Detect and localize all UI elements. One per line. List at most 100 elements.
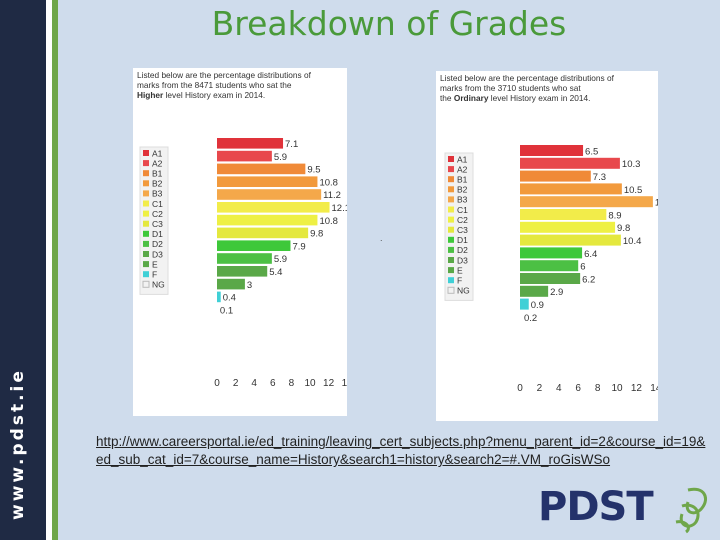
legend-label-a1: A1 [152, 148, 163, 158]
chart-panel-ordinary: Listed below are the percentage distribu… [436, 71, 673, 421]
legend-label-b2: B2 [152, 179, 163, 189]
bar-a2 [217, 150, 272, 162]
legend-label-c2: C2 [457, 215, 468, 225]
legend-label-d2: D2 [457, 245, 468, 255]
legend-swatch-e [448, 267, 454, 274]
bar-f [520, 298, 529, 310]
legend-label-f: F [152, 270, 157, 280]
x-tick-label: 12 [631, 383, 643, 394]
legend-label-c1: C1 [457, 205, 468, 215]
source-link[interactable]: http://www.careersportal.ie/ed_training/… [96, 434, 706, 467]
bar-value-label: 9.5 [307, 165, 320, 176]
legend-swatch-b2 [143, 180, 149, 187]
bar-value-label: 6.5 [585, 146, 598, 157]
bar-value-label: 2.9 [550, 287, 563, 298]
bar-value-label: 0.2 [524, 313, 537, 324]
bar-b3 [520, 196, 653, 208]
bar-b1 [520, 170, 591, 182]
desc-line-2: marks from the 3710 students who sat [440, 83, 581, 93]
bar-value-label: 10.5 [624, 185, 643, 196]
legend-label-a2: A2 [152, 158, 163, 168]
bar-value-label: 11.2 [323, 190, 341, 201]
bar-c1 [520, 209, 607, 220]
legend-swatch-b1 [143, 170, 149, 177]
x-tick-label: 12 [323, 378, 335, 389]
bar-d3 [217, 266, 268, 277]
legend-swatch-d2 [448, 246, 454, 253]
bar-value-label: 3 [247, 280, 252, 291]
legend-swatch-d3 [143, 251, 149, 257]
desc-line-2: marks from the 8471 students who sat the [137, 80, 292, 90]
legend-label-c3: C3 [457, 225, 468, 235]
bar-a1 [217, 138, 284, 149]
legend-swatch-c1 [448, 206, 454, 213]
legend-label-ng: NG [152, 280, 165, 290]
bar-value-label: 7.9 [292, 241, 305, 252]
logo-text: PDST [538, 484, 654, 530]
desc-bold: Ordinary [453, 93, 489, 103]
legend-swatch-d1 [448, 236, 454, 243]
bar-value-label: 5.9 [274, 254, 287, 265]
bar-b2 [520, 183, 622, 195]
legend-swatch-f [448, 277, 454, 284]
bar-value-label: 10.4 [623, 236, 642, 247]
bar-e [217, 278, 245, 290]
x-tick-label: 8 [595, 383, 601, 394]
legend-swatch-b3 [143, 190, 149, 197]
desc-line-1: Listed below are the percentage distribu… [440, 73, 614, 83]
bar-d1 [520, 247, 583, 259]
x-tick-label: 0 [214, 378, 220, 389]
desc-line-4: level History exam in 2014. [490, 93, 591, 103]
bar-value-label: 10.8 [319, 177, 338, 188]
bar-value-label: 12.1 [332, 203, 347, 214]
legend-label-ng: NG [457, 286, 470, 296]
legend-label-e: E [457, 265, 463, 275]
legend-swatch-c3 [448, 226, 454, 233]
x-tick-label: 8 [289, 378, 295, 389]
side-bar: www.pdst.ie [0, 0, 46, 540]
bar-value-label: 8.9 [608, 210, 621, 221]
x-tick-label: 6 [270, 378, 276, 389]
bar-c3 [520, 234, 621, 246]
legend-label-d1: D1 [152, 229, 163, 239]
bar-value-label: 9.8 [310, 229, 323, 240]
legend-label-b2: B2 [457, 185, 468, 195]
x-tick-label: 6 [575, 383, 581, 394]
bar-value-label: 6.2 [582, 274, 595, 285]
bar-b2 [217, 176, 318, 187]
brand-vertical-text: www.pdst.ie [8, 368, 28, 520]
bar-value-label: 7.3 [593, 172, 606, 183]
chart-description: Listed below are the percentage distribu… [440, 73, 614, 103]
legend-swatch-c1 [143, 200, 149, 207]
bar-value-label: 5.4 [269, 267, 282, 278]
bar-value-label: 0.4 [223, 293, 236, 304]
bar-d2 [217, 253, 272, 264]
bar-value-label: 5.9 [274, 152, 287, 163]
legend-label-e: E [152, 259, 158, 269]
legend-label-d3: D3 [457, 255, 468, 265]
legend-swatch-e [143, 261, 149, 268]
legend-swatch-a2 [143, 160, 149, 167]
x-tick-label: 2 [537, 383, 543, 394]
slide-title: Breakdown of Grades [211, 4, 567, 43]
bar-e [520, 285, 549, 297]
legend-label-c3: C3 [152, 219, 163, 229]
bar-f [217, 291, 221, 303]
bar-value-label: 0.1 [220, 305, 233, 316]
bar-chart-higher: A1A2B1B2B3C1C2C3D1D2D3EFNG7.15.99.510.81… [139, 138, 353, 389]
desc-bold: Higher [137, 90, 164, 100]
x-tick-label: 4 [251, 378, 257, 389]
bar-a1 [520, 145, 584, 156]
chart-description: Listed below are the percentage distribu… [137, 70, 311, 100]
accent-strip [52, 0, 58, 540]
x-tick-label: 10 [304, 378, 316, 389]
legend-swatch-c2 [448, 216, 454, 223]
bar-c2 [217, 214, 318, 226]
legend-swatch-a1 [448, 156, 454, 162]
legend-swatch-a1 [143, 150, 149, 156]
legend-swatch-c3 [143, 220, 149, 227]
bar-d2 [520, 260, 579, 272]
legend-swatch-a2 [448, 166, 454, 173]
legend-swatch-b2 [448, 186, 454, 193]
